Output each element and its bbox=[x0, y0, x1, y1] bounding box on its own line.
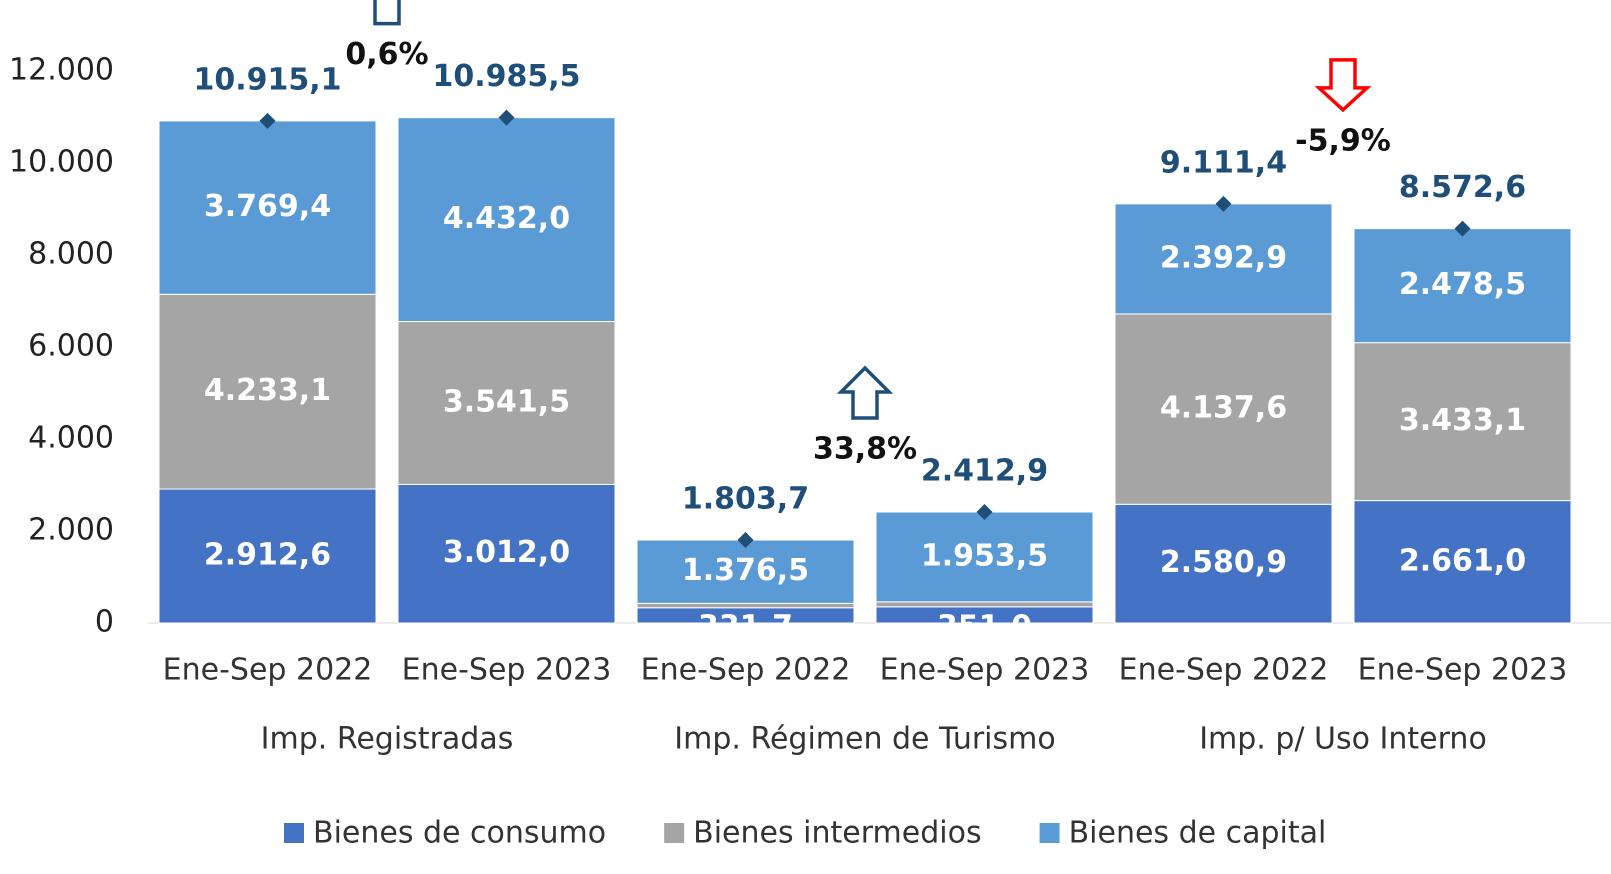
legend-swatch bbox=[284, 823, 304, 843]
legend-label: Bienes intermedios bbox=[693, 816, 981, 851]
total-label: 9.111,4 bbox=[1160, 145, 1287, 180]
bar-segment bbox=[875, 601, 1094, 608]
total-label: 10.915,1 bbox=[193, 62, 341, 97]
segment-label: 4.233,1 bbox=[204, 373, 331, 408]
segment-label: 2.661,0 bbox=[1399, 543, 1526, 578]
segment-label: 1.376,5 bbox=[682, 553, 809, 588]
group-label: Imp. Registradas bbox=[261, 722, 514, 757]
bar-segment bbox=[1353, 228, 1572, 344]
segment-label: 351,0 bbox=[937, 610, 1032, 645]
total-marker bbox=[1454, 220, 1471, 237]
segment-label: 2.392,9 bbox=[1160, 240, 1287, 275]
y-tick-label: 8.000 bbox=[28, 237, 114, 272]
segment-label: 2.580,9 bbox=[1160, 545, 1287, 580]
bar-segment bbox=[158, 120, 377, 295]
legend-swatch bbox=[1039, 823, 1060, 843]
group-label: Imp. p/ Uso Interno bbox=[1199, 722, 1487, 757]
x-tick-label: Ene-Sep 2023 bbox=[402, 653, 612, 688]
y-tick-label: 0 bbox=[95, 605, 114, 640]
bar-segment bbox=[636, 539, 855, 604]
y-tick-label: 10.000 bbox=[9, 145, 114, 180]
segment-label: 1.953,5 bbox=[921, 538, 1048, 573]
change-arrow bbox=[1314, 58, 1372, 113]
bar-segment bbox=[397, 117, 616, 323]
total-marker bbox=[259, 112, 276, 129]
y-tick-label: 12.000 bbox=[9, 53, 114, 88]
bar-segment bbox=[1353, 500, 1572, 624]
legend-label: Bienes de consumo bbox=[313, 816, 606, 851]
x-tick-label: Ene-Sep 2023 bbox=[880, 653, 1090, 688]
bar-segment bbox=[158, 488, 377, 624]
y-tick-label: 6.000 bbox=[28, 329, 114, 364]
bar-segment bbox=[397, 321, 616, 485]
y-tick-label: 2.000 bbox=[28, 513, 114, 548]
bar-segment bbox=[636, 602, 855, 609]
change-label: 0,6% bbox=[345, 37, 428, 72]
legend-swatch bbox=[664, 823, 685, 843]
x-tick-label: Ene-Sep 2022 bbox=[641, 653, 851, 688]
segment-label: 3.769,4 bbox=[204, 189, 331, 224]
segment-label: 4.432,0 bbox=[443, 201, 570, 236]
bar-segment bbox=[158, 293, 377, 490]
x-tick-label: Ene-Sep 2022 bbox=[163, 653, 373, 688]
total-marker bbox=[737, 532, 754, 549]
bar-segment bbox=[1353, 342, 1572, 502]
bar-segment bbox=[1114, 203, 1333, 315]
legend-label: Bienes de capital bbox=[1069, 816, 1327, 851]
y-tick-label: 4.000 bbox=[28, 421, 114, 456]
change-arrow bbox=[836, 365, 894, 420]
change-arrow bbox=[373, 0, 401, 26]
x-tick-label: Ene-Sep 2022 bbox=[1119, 653, 1329, 688]
segment-label: 3.433,1 bbox=[1399, 403, 1526, 438]
group-label: Imp. Régimen de Turismo bbox=[674, 722, 1055, 757]
bar-segment bbox=[397, 483, 616, 624]
bar-segment bbox=[1114, 503, 1333, 624]
total-label: 1.803,7 bbox=[682, 482, 809, 517]
total-label: 8.572,6 bbox=[1399, 170, 1526, 205]
x-tick-label: Ene-Sep 2023 bbox=[1358, 653, 1568, 688]
total-label: 10.985,5 bbox=[432, 59, 580, 94]
segment-label: 2.478,5 bbox=[1399, 267, 1526, 302]
change-label: 33,8% bbox=[813, 432, 917, 467]
segment-label: 2.912,6 bbox=[204, 538, 331, 573]
change-label: -5,9% bbox=[1295, 123, 1391, 158]
total-marker bbox=[498, 109, 515, 126]
total-label: 2.412,9 bbox=[921, 454, 1048, 489]
segment-label: 4.137,6 bbox=[1160, 391, 1287, 426]
segment-label: 331,7 bbox=[698, 610, 793, 645]
total-marker bbox=[976, 504, 993, 521]
segment-label: 3.541,5 bbox=[443, 384, 570, 419]
bar-segment bbox=[875, 511, 1094, 603]
segment-label: 3.012,0 bbox=[443, 535, 570, 570]
total-marker bbox=[1215, 195, 1232, 212]
bar-segment bbox=[1114, 313, 1333, 505]
